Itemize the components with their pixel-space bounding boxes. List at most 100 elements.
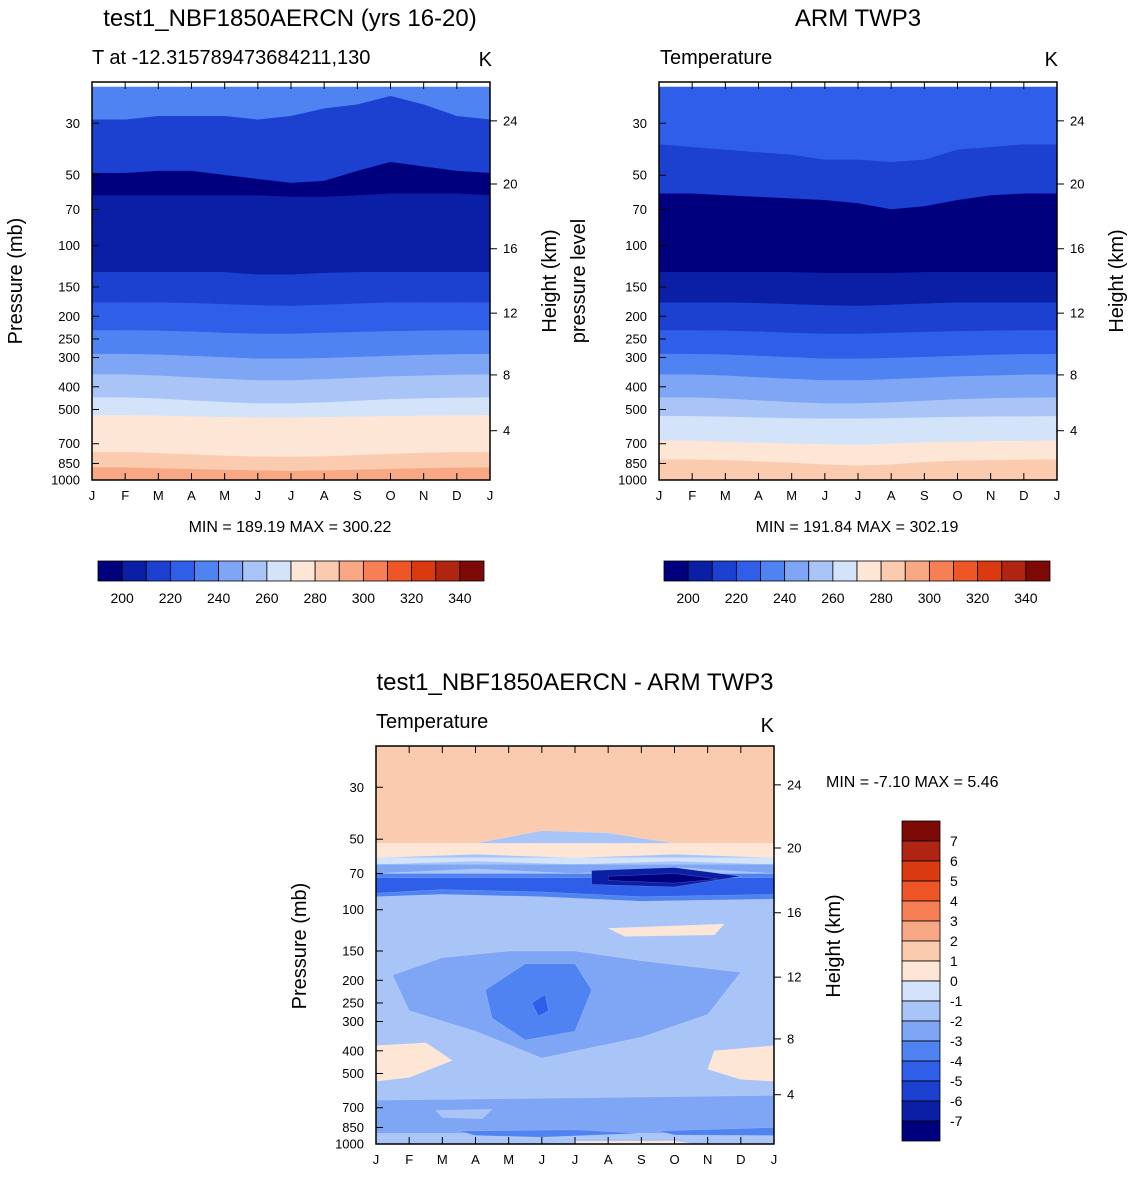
colorbar-box — [411, 560, 437, 582]
colorbar-box — [901, 1000, 941, 1022]
height-tick-label: 24 — [1070, 113, 1084, 128]
x-tick-label: J — [539, 1152, 546, 1167]
x-tick-label: S — [353, 488, 362, 503]
contour-band — [92, 302, 490, 335]
colorbar-box — [953, 560, 979, 582]
colorbar-box — [901, 1020, 941, 1042]
colorbar-box — [687, 560, 713, 582]
y-tick-label: 200 — [58, 309, 80, 324]
panel3-min-max: MIN = -7.10 MAX = 5.46 — [826, 774, 999, 791]
colorbar-box — [169, 560, 195, 582]
height-tick-label: 12 — [503, 306, 517, 321]
x-tick-label: M — [219, 488, 230, 503]
colorbar-box — [387, 560, 413, 582]
colorbar-tick-label: 300 — [918, 590, 942, 606]
panel1-min-max: MIN = 189.19 MAX = 300.22 — [189, 519, 392, 536]
height-tick-label: 12 — [1070, 306, 1084, 321]
colorbar-box — [663, 560, 689, 582]
colorbar-tick-label: 0 — [950, 973, 958, 989]
colorbar-box — [901, 960, 941, 982]
colorbar-tick-label: 260 — [821, 590, 845, 606]
colorbar-box — [97, 560, 123, 582]
height-tick-label: 4 — [1070, 423, 1077, 438]
colorbar-tick-label: 340 — [448, 590, 472, 606]
y-tick-label: 850 — [342, 1120, 364, 1135]
x-tick-label: F — [688, 488, 696, 503]
contour-region — [435, 1109, 493, 1119]
panel2-title: ARM TWP3 — [795, 5, 921, 32]
colorbar-box — [832, 560, 858, 582]
y-tick-label: 30 — [633, 116, 647, 131]
height-tick-label: 20 — [1070, 176, 1084, 191]
y-tick-label: 700 — [58, 436, 80, 451]
colorbar-box — [266, 560, 292, 582]
colorbar-box — [901, 880, 941, 902]
height-tick-label: 12 — [787, 970, 801, 985]
contour-fill — [376, 746, 774, 1144]
panel3-plot-area: J F M A M J J A S O N D J 30 50 70 100 150 200 250 300 400 500… — [335, 745, 801, 1167]
x-tick-label: A — [754, 488, 763, 503]
y-tick-label: 30 — [350, 780, 364, 795]
x-tick-label: M — [720, 488, 731, 503]
colorbar-box — [901, 840, 941, 862]
colorbar-tick-label: -3 — [950, 1033, 963, 1049]
y-tick-label: 100 — [342, 902, 364, 917]
panel1-subtitle-left: T at -12.315789473684211,130 — [92, 47, 370, 69]
height-tick-label: 20 — [787, 840, 801, 855]
contour-region — [376, 857, 774, 865]
panel3-colorbar: 7 6 5 4 3 2 1 0 -1 -2 -3 -4 -5 -6 -7 — [901, 820, 963, 1142]
contour-band — [659, 193, 1057, 274]
colorbar-box — [901, 1080, 941, 1102]
y-tick-label: 250 — [625, 331, 647, 346]
x-tick-label: M — [786, 488, 797, 503]
colorbar-tick-label: -4 — [950, 1053, 963, 1069]
x-tick-label: N — [419, 488, 428, 503]
colorbar-box — [242, 560, 268, 582]
height-tick-label: 16 — [503, 241, 517, 256]
x-tick-label: D — [736, 1152, 745, 1167]
x-tick-label: J — [487, 488, 494, 503]
panel1-colorbar: 200 220 240 260 280 300 320 340 — [97, 560, 485, 606]
colorbar-box — [880, 560, 906, 582]
height-tick-label: 16 — [787, 905, 801, 920]
y-tick-label: 400 — [58, 379, 80, 394]
colorbar-tick-label: 200 — [110, 590, 134, 606]
colorbar-box — [901, 1100, 941, 1122]
colorbar-tick-label: 320 — [966, 590, 990, 606]
colorbar-tick-label: 3 — [950, 913, 958, 929]
contour-region — [531, 994, 549, 1017]
y-tick-label: 850 — [625, 456, 647, 471]
contour-region — [608, 873, 718, 884]
colorbar-tick-label: 280 — [303, 590, 327, 606]
colorbar-tick-label: 220 — [725, 590, 749, 606]
panel2-subtitle-left: Temperature — [660, 47, 772, 69]
panel-test1: test1_NBF1850AERCN (yrs 16-20) T at -12.… — [5, 5, 561, 606]
contour-band — [659, 302, 1057, 335]
height-tick-label: 24 — [787, 777, 801, 792]
contour-region — [657, 1127, 774, 1136]
colorbar-tick-label: 240 — [773, 590, 797, 606]
contour-band — [659, 272, 1057, 307]
colorbar-box — [901, 920, 941, 942]
contour-region — [458, 1129, 642, 1138]
contour-region — [707, 1045, 774, 1082]
contour-band — [92, 272, 490, 307]
panel2-plot-area: J F M A M J J A S O N D J 30 50 70 100 150 200 250 300 400 500… — [618, 81, 1084, 503]
colorbar-tick-label: 240 — [207, 590, 231, 606]
y-tick-label: 150 — [58, 279, 80, 294]
colorbar-box — [784, 560, 810, 582]
height-tick-label: 8 — [1070, 367, 1077, 382]
y-tick-label: 1000 — [335, 1137, 364, 1152]
y-tick-label: 50 — [633, 168, 647, 183]
colorbar-box — [735, 560, 761, 582]
panel2-min-max: MIN = 191.84 MAX = 302.19 — [756, 519, 959, 536]
x-tick-label: J — [855, 488, 862, 503]
x-tick-label: J — [373, 1152, 380, 1167]
x-tick-label: J — [656, 488, 663, 503]
colorbar-tick-label: 260 — [255, 590, 279, 606]
x-tick-label: A — [471, 1152, 480, 1167]
x-tick-label: A — [187, 488, 196, 503]
x-tick-label: O — [669, 1152, 679, 1167]
y-tick-label: 200 — [625, 309, 647, 324]
x-tick-label: J — [255, 488, 261, 503]
